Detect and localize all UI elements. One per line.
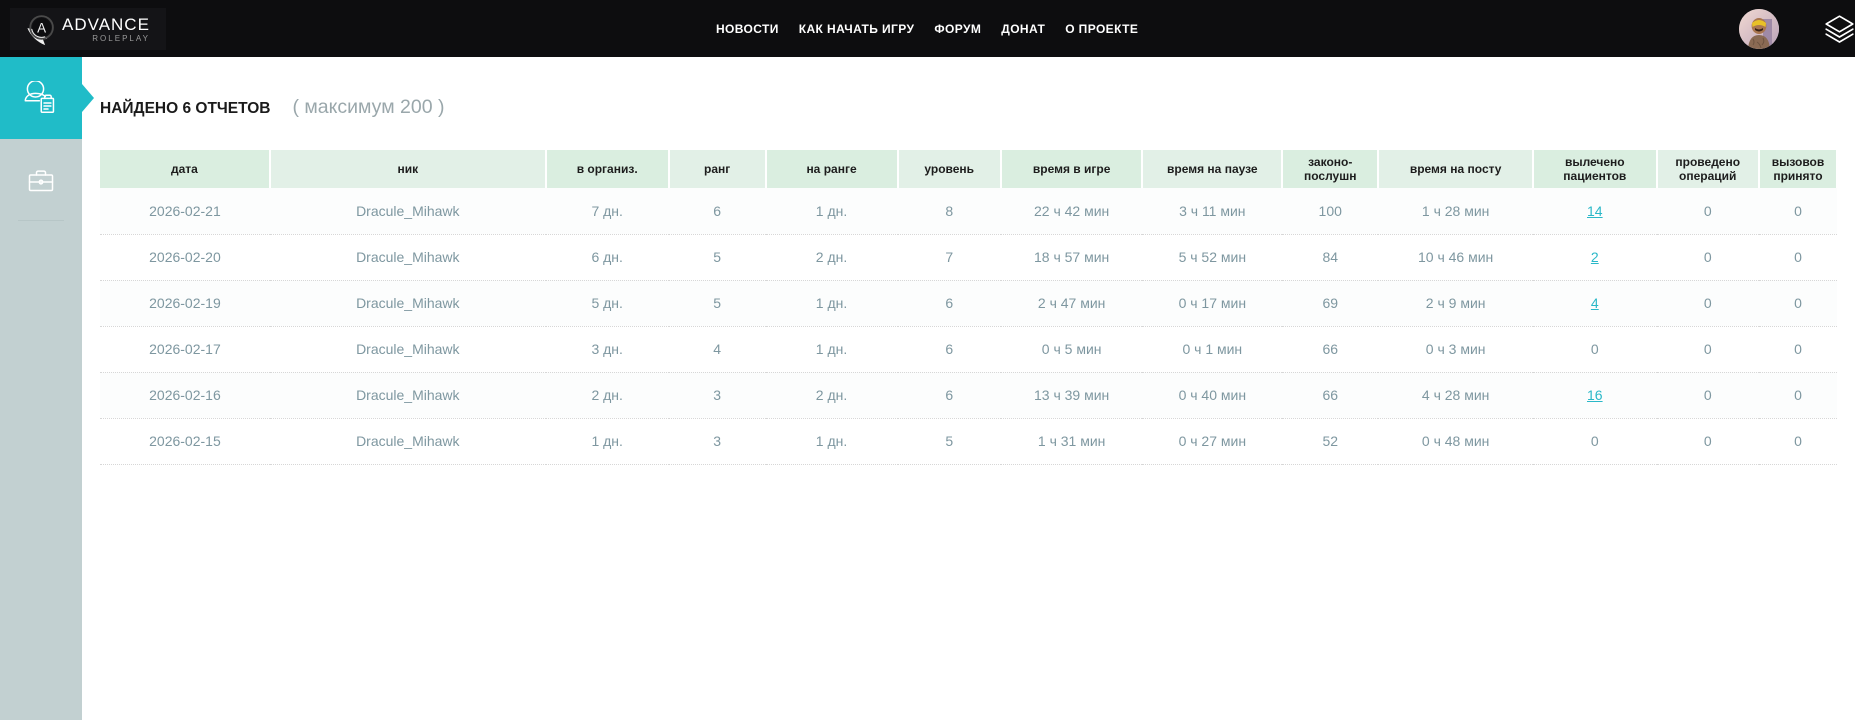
svg-text:A: A [37, 20, 46, 35]
